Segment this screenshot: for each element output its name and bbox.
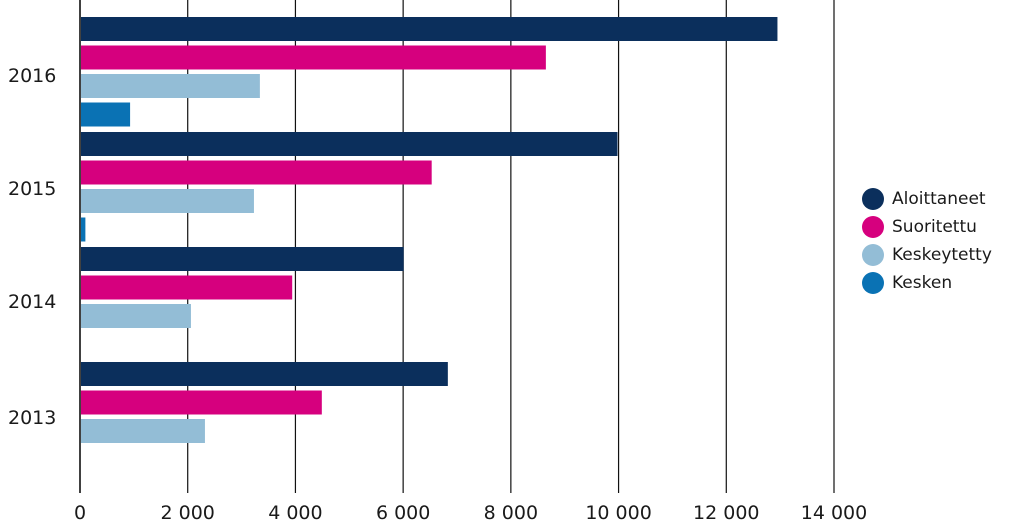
legend: Aloittaneet Suoritettu Keskeytetty Kesken: [862, 185, 992, 297]
legend-swatch: [862, 188, 884, 210]
bar-2013-suoritettu: [81, 390, 322, 415]
x-tick-label: 8 000: [484, 502, 538, 524]
legend-item: Keskeytetty: [862, 241, 992, 269]
bar-2016-aloittaneet: [81, 17, 778, 41]
legend-label: Suoritettu: [892, 217, 977, 237]
x-tick-label: 0: [74, 502, 86, 524]
legend-item: Aloittaneet: [862, 185, 992, 213]
category-label: 2013: [8, 407, 56, 429]
bar-2015-aloittaneet: [81, 132, 618, 156]
category-label: 2016: [8, 65, 56, 87]
x-tick-label: 12 000: [693, 502, 759, 524]
y-axis-categories: 2016 2015 2014 2013: [8, 65, 56, 429]
legend-swatch: [862, 216, 884, 238]
category-label: 2014: [8, 291, 56, 313]
bar-2016-suoritettu: [81, 45, 546, 70]
x-tick-label: 14 000: [801, 502, 867, 524]
x-tick-label: 6 000: [376, 502, 430, 524]
bar-2015-kesken: [81, 217, 86, 242]
bar-2013-keskeytetty: [81, 419, 205, 443]
bar-2014-suoritettu: [81, 275, 293, 300]
bar-2015-suoritettu: [81, 160, 432, 185]
bar-2015-keskeytetty: [81, 189, 254, 213]
legend-label: Kesken: [892, 273, 953, 293]
x-tick-label: 4 000: [268, 502, 322, 524]
legend-swatch: [862, 272, 884, 294]
legend-item: Suoritettu: [862, 213, 992, 241]
bars: [81, 17, 778, 443]
bar-2016-kesken: [81, 102, 131, 127]
legend-label: Aloittaneet: [892, 189, 986, 209]
legend-label: Keskeytetty: [892, 245, 992, 265]
x-tick-label: 10 000: [585, 502, 651, 524]
category-label: 2015: [8, 178, 56, 200]
legend-swatch: [862, 244, 884, 266]
bar-2013-aloittaneet: [81, 362, 448, 386]
bar-2014-aloittaneet: [81, 247, 404, 271]
x-tick-label: 2 000: [161, 502, 215, 524]
legend-item: Kesken: [862, 269, 992, 297]
bar-2016-keskeytetty: [81, 74, 260, 98]
bar-2014-keskeytetty: [81, 304, 191, 328]
x-axis-ticks: 0 2 000 4 000 6 000 8 000 10 000 12 000 14 000: [74, 502, 867, 524]
